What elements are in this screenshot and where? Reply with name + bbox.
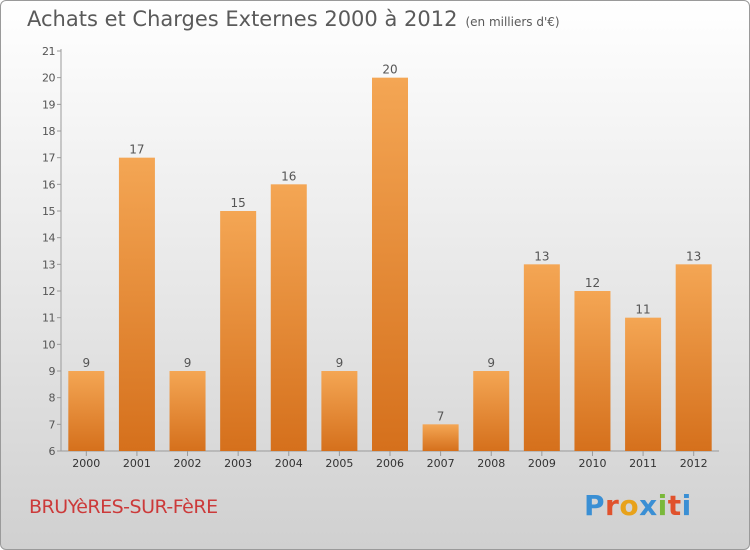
bar	[625, 317, 662, 451]
bar	[473, 371, 510, 451]
bar	[321, 371, 358, 451]
y-tick-label: 12	[42, 285, 55, 298]
data-label: 9	[336, 356, 344, 370]
y-tick-label: 14	[42, 232, 55, 245]
x-tick-label: 2010	[578, 457, 606, 470]
x-tick-label: 2003	[224, 457, 252, 470]
x-tick-label: 2005	[325, 457, 353, 470]
data-label: 15	[231, 196, 246, 210]
y-tick-label: 6	[49, 445, 56, 458]
y-tick-label: 9	[49, 365, 56, 378]
x-tick-label: 2009	[528, 457, 556, 470]
logo-letter: P	[584, 489, 606, 522]
logo-letter: x	[639, 489, 658, 522]
x-tick-label: 2004	[275, 457, 303, 470]
x-tick-label: 2007	[427, 457, 455, 470]
logo-letter: t	[667, 489, 682, 522]
x-tick-label: 2006	[376, 457, 404, 470]
data-label: 12	[585, 276, 600, 290]
y-tick-label: 20	[42, 72, 55, 85]
commune-name: BRUYèRES-SUR-FèRE	[29, 496, 218, 518]
y-tick-label: 17	[42, 152, 55, 165]
logo-letter: i	[657, 489, 668, 522]
x-tick-label: 2001	[123, 457, 151, 470]
y-tick-label: 8	[49, 392, 56, 405]
y-tick-label: 11	[42, 312, 55, 325]
unit-label: (en milliers d'€)	[465, 15, 560, 29]
x-tick-label: 2012	[680, 457, 708, 470]
data-label: 16	[281, 169, 296, 183]
data-label: 17	[129, 143, 144, 157]
chart-title: Achats et Charges Externes 2000 à 2012 (e…	[27, 7, 560, 31]
y-tick-label: 7	[49, 418, 56, 431]
y-tick-label: 19	[42, 98, 55, 111]
y-tick-label: 21	[42, 45, 55, 58]
bar	[574, 291, 611, 451]
y-tick-label: 13	[42, 258, 55, 271]
data-label: 7	[437, 409, 445, 423]
data-label: 13	[686, 249, 701, 263]
y-tick-label: 18	[42, 125, 55, 138]
bar	[220, 211, 257, 451]
bar	[118, 157, 155, 451]
bar	[422, 424, 459, 451]
data-label: 20	[382, 63, 397, 77]
y-tick-label: 15	[42, 205, 55, 218]
data-label: 9	[184, 356, 192, 370]
bar	[675, 264, 712, 451]
data-label: 13	[534, 249, 549, 263]
bar	[523, 264, 560, 451]
logo-letter: r	[605, 489, 620, 522]
bar	[169, 371, 206, 451]
logo-letter: i	[681, 489, 692, 522]
bar	[270, 184, 307, 452]
bar	[372, 77, 408, 452]
x-tick-label: 2011	[629, 457, 657, 470]
bar	[68, 371, 105, 451]
title-text: Achats et Charges Externes 2000 à 2012	[27, 7, 458, 31]
proxiti-logo[interactable]: Proxiti	[584, 489, 692, 522]
logo-letter: o	[619, 489, 640, 522]
x-tick-label: 2008	[477, 457, 505, 470]
x-tick-label: 2002	[174, 457, 202, 470]
data-label: 9	[487, 356, 495, 370]
x-tick-label: 2000	[72, 457, 100, 470]
y-tick-label: 16	[42, 178, 55, 191]
y-tick-label: 10	[42, 338, 55, 351]
data-label: 11	[635, 303, 650, 317]
data-label: 9	[82, 356, 90, 370]
